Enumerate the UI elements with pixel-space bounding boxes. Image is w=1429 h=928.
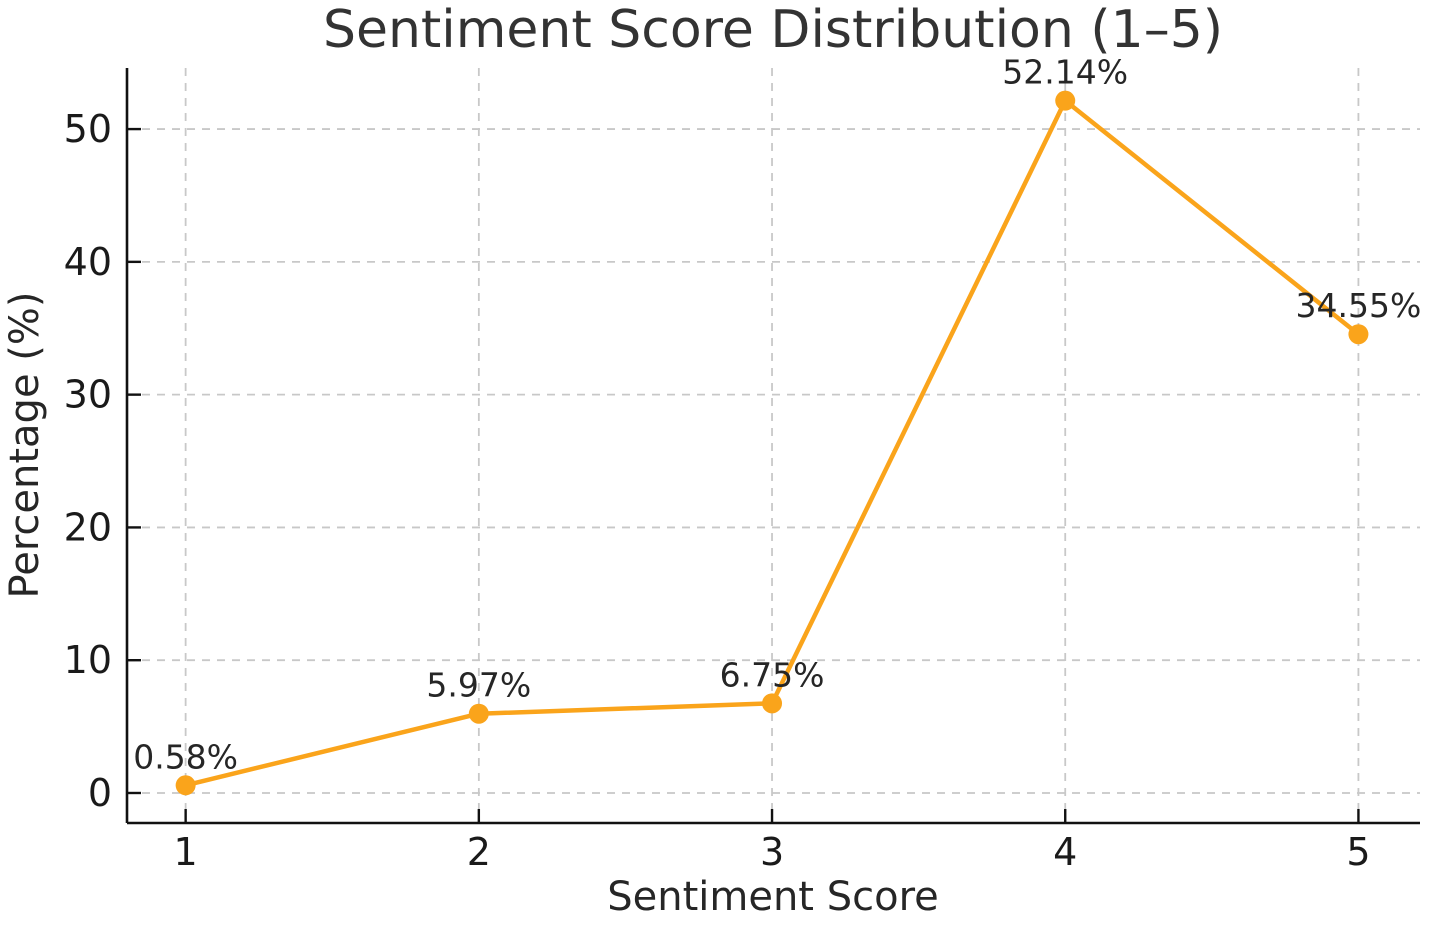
x-tick-label: 2 [467, 830, 491, 874]
data-point [175, 775, 196, 796]
y-axis-label: Percentage (%) [2, 292, 48, 599]
x-axis-label: Sentiment Score [607, 874, 939, 920]
point-value-label: 5.97% [426, 666, 531, 705]
grid-layer [127, 68, 1420, 823]
tick-layer [127, 127, 1360, 823]
point-value-label: 0.58% [133, 737, 238, 776]
axes-spines [125, 68, 1420, 825]
y-tick-label: 10 [64, 638, 112, 682]
point-label-layer: 0.58% 5.97% 6.75% 52.14% 34.55% [133, 53, 1421, 777]
chart-title: Sentiment Score Distribution (1–5) [323, 0, 1223, 60]
data-point [1348, 324, 1369, 345]
point-value-label: 52.14% [1002, 53, 1128, 92]
y-tick-label: 50 [64, 107, 112, 151]
tick-label-layer: 0 10 20 30 40 50 1 2 3 4 5 [64, 107, 1371, 874]
data-point [1055, 90, 1076, 111]
y-tick-label: 40 [64, 240, 112, 284]
y-tick-label: 30 [64, 373, 112, 417]
point-value-label: 6.75% [720, 655, 825, 694]
data-point [762, 693, 783, 714]
x-tick-label: 4 [1053, 830, 1077, 874]
data-series-layer [175, 90, 1369, 796]
x-tick-label: 3 [760, 830, 784, 874]
y-tick-label: 20 [64, 505, 112, 549]
x-tick-label: 1 [174, 830, 198, 874]
x-tick-label: 5 [1346, 830, 1370, 874]
data-point [468, 703, 489, 724]
point-value-label: 34.55% [1296, 286, 1422, 325]
y-tick-label: 0 [88, 771, 112, 815]
